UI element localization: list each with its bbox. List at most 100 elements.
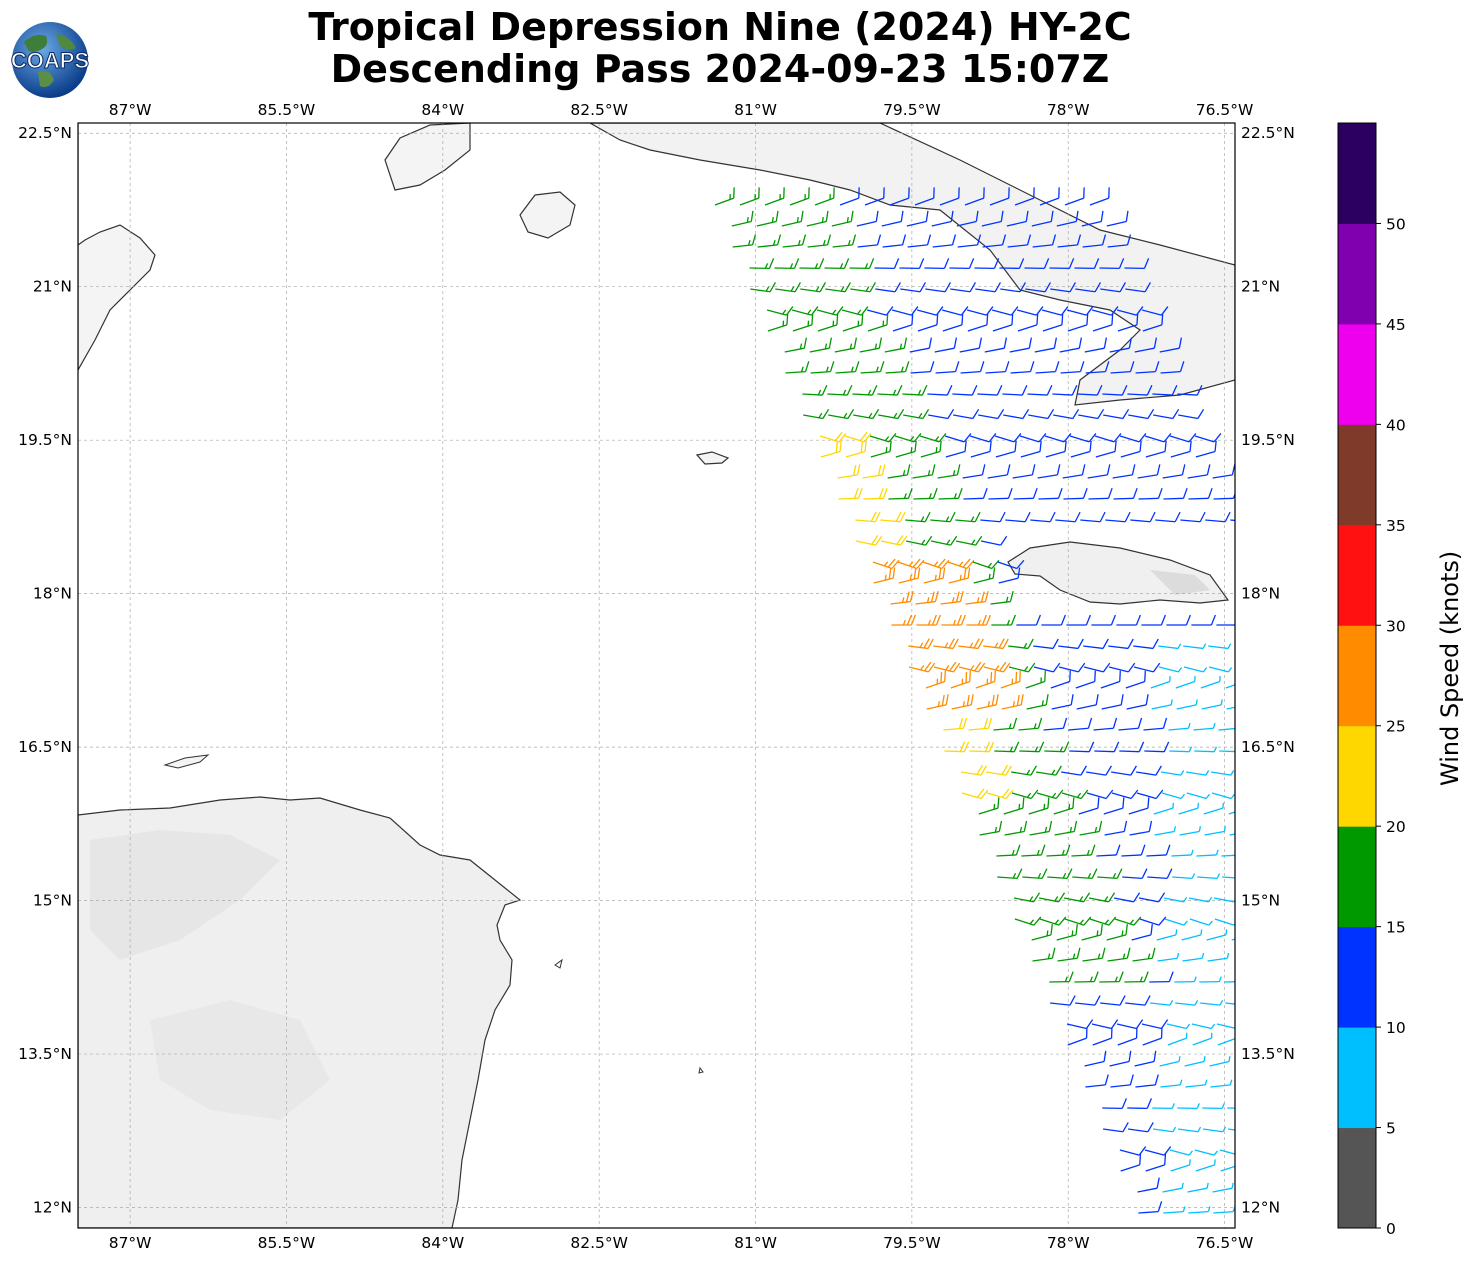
wind-barb <box>1050 282 1077 293</box>
wind-barb <box>1127 1122 1154 1133</box>
wind-barb <box>1027 384 1053 396</box>
wind-barb <box>1188 487 1213 500</box>
wind-barb <box>806 210 829 227</box>
wind-barb <box>944 741 970 753</box>
wind-barb <box>1219 1149 1235 1156</box>
wind-barb <box>784 337 808 353</box>
wind-barb <box>1025 670 1046 689</box>
wind-barb <box>939 187 960 206</box>
wind-barb <box>1052 384 1078 396</box>
wind-barb <box>928 408 955 420</box>
wind-barb <box>1025 282 1052 293</box>
wind-barb <box>1112 464 1136 479</box>
wind-barb <box>1207 952 1230 962</box>
wind-barb <box>1147 868 1173 880</box>
wind-barb <box>820 440 842 458</box>
wind-barb <box>1169 1149 1193 1156</box>
wind-barb <box>802 384 828 396</box>
lon-tick-label-top: 81°W <box>734 101 777 119</box>
wind-barb <box>1216 1023 1235 1030</box>
wind-barb <box>994 433 1022 443</box>
wind-barb <box>966 614 992 626</box>
wind-barb <box>814 187 835 206</box>
wind-barb <box>1016 306 1044 316</box>
wind-barb <box>973 567 996 584</box>
wind-barb <box>1059 337 1083 353</box>
colorbar-tick-label: 10 <box>1386 1019 1406 1037</box>
wind-barb <box>1196 849 1219 857</box>
axis-labels: 87°W 87°W 85.5°W 85.5°W 84°W 84°W 82.5°W 82.5°W… <box>18 101 1295 1252</box>
wind-barb <box>937 464 961 479</box>
wind-barb <box>1038 892 1066 903</box>
wind-barb <box>888 487 913 500</box>
wind-barb <box>1138 1201 1163 1214</box>
lat-tick-label-right: 15°N <box>1241 892 1280 910</box>
lon-tick-label-top: 82.5°W <box>570 101 628 119</box>
wind-barb <box>972 559 1000 570</box>
wind-barb <box>1010 361 1035 374</box>
wind-barb <box>960 361 985 374</box>
wind-barb <box>941 306 969 316</box>
lat-tick-label-right: 16.5°N <box>1241 738 1295 756</box>
lon-tick-label-bottom: 87°W <box>109 1234 152 1252</box>
wind-barb <box>1078 408 1105 420</box>
wind-barb <box>1103 408 1130 420</box>
wind-barb <box>1029 820 1053 836</box>
wind-barb <box>1227 1128 1235 1133</box>
wind-barb <box>1155 511 1181 523</box>
wind-barb <box>1191 1023 1216 1030</box>
map-title-line-1: Tropical Depression Nine (2024) HY-2C <box>308 5 1132 49</box>
wind-barb <box>872 558 900 570</box>
wind-barb <box>1097 868 1123 880</box>
wind-barb <box>1194 1149 1218 1156</box>
wind-barb <box>1176 699 1198 710</box>
wind-barb <box>1142 314 1164 332</box>
wind-barb <box>976 694 999 710</box>
wind-barb <box>1224 981 1235 983</box>
wind-barb <box>1130 511 1156 523</box>
wind-barb <box>1149 971 1174 983</box>
wind-barb <box>967 314 989 332</box>
wind-barb <box>1060 361 1085 374</box>
wind-barb <box>975 282 1002 293</box>
wind-barb <box>1054 820 1078 836</box>
wind-barb <box>988 487 1013 500</box>
lat-tick-label-left: 12°N <box>33 1199 72 1217</box>
wind-barb <box>922 558 950 570</box>
wind-barb <box>1080 511 1106 523</box>
wind-barb <box>1125 282 1152 293</box>
wind-barb <box>930 511 956 523</box>
wind-barb <box>1134 337 1158 353</box>
wind-barb <box>1144 433 1172 443</box>
wind-barb <box>925 282 952 293</box>
wind-barb <box>1064 187 1085 206</box>
wind-barb <box>782 234 807 248</box>
lat-tick-label-right: 19.5°N <box>1241 431 1295 449</box>
wind-barb <box>1116 614 1142 626</box>
wind-barb <box>1012 464 1036 479</box>
wind-barb <box>1035 361 1060 374</box>
lon-tick-label-bottom: 78°W <box>1047 1234 1090 1252</box>
wind-barb <box>1200 676 1221 689</box>
lat-tick-label-right: 22.5°N <box>1241 124 1295 142</box>
wind-barb <box>1092 1027 1113 1046</box>
wind-barb <box>955 535 983 546</box>
wind-barb <box>945 440 967 458</box>
wind-barb <box>996 844 1021 857</box>
wind-barb <box>877 384 903 396</box>
wind-barb <box>1154 826 1177 836</box>
wind-barb <box>1166 614 1192 626</box>
wind-barb <box>1117 1027 1138 1046</box>
globe-icon: COAPS <box>10 22 90 98</box>
wind-barb <box>1213 487 1235 500</box>
wind-barb <box>1041 306 1069 316</box>
wind-barb <box>766 306 794 316</box>
wind-barb <box>933 661 961 673</box>
lon-tick-label-bottom: 79.5°W <box>883 1234 941 1252</box>
wind-barb <box>1068 717 1093 731</box>
wind-barb <box>1077 384 1103 396</box>
wind-barb <box>866 306 894 316</box>
wind-barb <box>1206 929 1228 941</box>
wind-barb <box>1053 797 1075 815</box>
wind-barb <box>1085 1074 1109 1088</box>
